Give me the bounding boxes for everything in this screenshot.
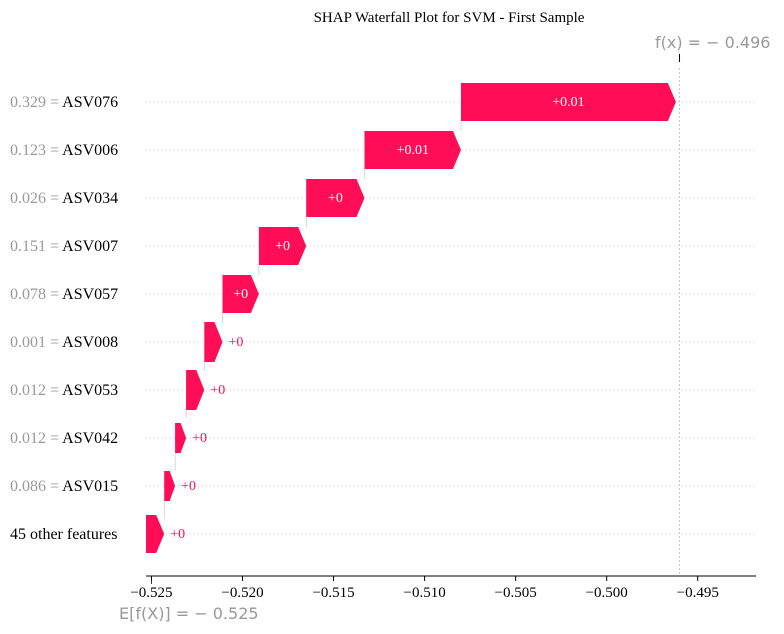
ex-label: E[f(X)] = − 0.525 (119, 604, 259, 623)
feature-value: 0.329 = (10, 94, 62, 111)
feature-value: 0.012 = (10, 382, 62, 399)
x-tick-label: −0.520 (221, 585, 263, 601)
feature-name: ASV015 (62, 478, 118, 495)
feature-name: ASV053 (62, 382, 118, 399)
bar-4 (222, 275, 259, 313)
bar-value-label: +0 (181, 479, 196, 494)
feature-name: ASV007 (62, 238, 118, 255)
feature-name: ASV006 (62, 142, 118, 159)
x-ticks: −0.525 −0.520 −0.515 −0.510 −0.505 −0.500 −0.4… (130, 576, 719, 601)
feature-name: ASV008 (62, 334, 118, 351)
feature-name: ASV076 (62, 94, 118, 111)
reference-lines (151, 54, 681, 584)
feature-label: 0.012 = ASV042 (10, 430, 118, 447)
bar-6 (186, 370, 205, 410)
feature-value: 0.078 = (10, 286, 62, 303)
feature-value: 0.026 = (10, 190, 62, 207)
bar-value-label: +0 (275, 239, 290, 254)
x-tick-label: −0.495 (677, 585, 719, 601)
x-tick-label: −0.510 (403, 585, 445, 601)
chart-title: SHAP Waterfall Plot for SVM - First Samp… (314, 10, 585, 26)
feature-name: ASV034 (62, 190, 118, 207)
bar-3 (258, 227, 307, 265)
bar-5 (204, 322, 223, 362)
bar-2 (306, 179, 365, 217)
feature-label: 0.026 = ASV034 (10, 190, 118, 207)
bars: +0.01 +0.01 +0 +0 +0 +0 +0 +0 +0 +0 (146, 83, 676, 553)
grid-lines (146, 101, 756, 535)
bar-1 (364, 131, 461, 169)
feature-value: 0.151 = (10, 238, 62, 255)
feature-label: 0.123 = ASV006 (10, 142, 118, 159)
bar-value-label: +0 (328, 191, 343, 206)
feature-label: 0.151 = ASV007 (10, 238, 118, 255)
feature-label: 45 other features (10, 526, 118, 543)
bar-0 (461, 83, 676, 121)
feature-name: 45 other features (10, 526, 118, 543)
x-tick-label: −0.500 (586, 585, 628, 601)
feature-name: ASV057 (62, 286, 118, 303)
feature-label: 0.329 = ASV076 (10, 94, 118, 111)
bar-value-label: +0.01 (552, 95, 584, 110)
feature-label: 0.078 = ASV057 (10, 286, 118, 303)
bar-8 (164, 471, 176, 501)
x-tick-label: −0.525 (130, 585, 172, 601)
bar-value-label: +0.01 (397, 143, 429, 158)
bar-9 (146, 515, 165, 553)
feature-value: 0.086 = (10, 478, 62, 495)
bar-value-label: +0 (233, 287, 248, 302)
feature-name: ASV042 (62, 430, 118, 447)
feature-value: 0.123 = (10, 142, 62, 159)
bar-value-label: +0 (170, 527, 185, 542)
fx-label: f(x) = − 0.496 (655, 33, 770, 52)
bar-value-label: +0 (210, 383, 225, 398)
feature-value: 0.001 = (10, 334, 62, 351)
x-tick-label: −0.515 (312, 585, 354, 601)
bar-value-label: +0 (192, 431, 207, 446)
feature-label: 0.001 = ASV008 (10, 334, 118, 351)
feature-label: 0.086 = ASV015 (10, 478, 118, 495)
x-tick-label: −0.505 (495, 585, 537, 601)
bar-value-label: +0 (229, 335, 244, 350)
bar-7 (175, 423, 187, 453)
feature-label: 0.012 = ASV053 (10, 382, 118, 399)
feature-labels: 0.329 = ASV076 0.123 = ASV006 0.026 = ASV0… (10, 94, 118, 543)
feature-value: 0.012 = (10, 430, 62, 447)
